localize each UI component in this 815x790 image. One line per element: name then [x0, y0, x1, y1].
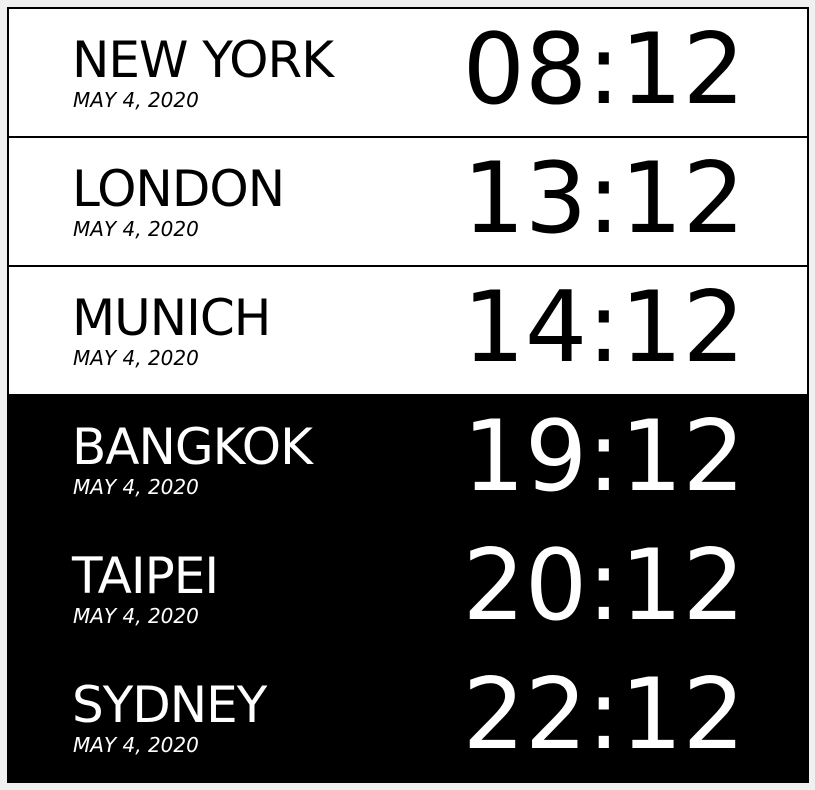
city-date: MAY 4, 2020	[73, 733, 199, 757]
city-time: 20:12	[462, 529, 745, 643]
city-date: MAY 4, 2020	[73, 88, 199, 112]
clock-row-munich: MUNICH MAY 4, 2020 14:12	[9, 267, 807, 396]
city-time: 08:12	[462, 13, 745, 127]
clock-row-london: LONDON MAY 4, 2020 13:12	[9, 138, 807, 267]
city-name: BANGKOK	[72, 418, 313, 476]
city-name: TAIPEI	[72, 547, 219, 605]
city-name: NEW YORK	[72, 31, 334, 89]
clock-row-bangkok: BANGKOK MAY 4, 2020 19:12	[9, 396, 807, 525]
city-date: MAY 4, 2020	[73, 604, 199, 628]
city-name: SYDNEY	[72, 676, 267, 734]
clock-row-taipei: TAIPEI MAY 4, 2020 20:12	[9, 525, 807, 654]
city-time: 19:12	[462, 400, 745, 514]
city-date: MAY 4, 2020	[73, 475, 199, 499]
clock-row-new-york: NEW YORK MAY 4, 2020 08:12	[9, 9, 807, 138]
city-time: 22:12	[462, 658, 745, 772]
city-date: MAY 4, 2020	[73, 217, 199, 241]
city-name: MUNICH	[72, 289, 271, 347]
clock-row-sydney: SYDNEY MAY 4, 2020 22:12	[9, 654, 807, 781]
city-time: 13:12	[462, 142, 745, 256]
city-time: 14:12	[462, 271, 745, 385]
world-clock-board: NEW YORK MAY 4, 2020 08:12 LONDON MAY 4,…	[7, 7, 809, 783]
city-date: MAY 4, 2020	[73, 346, 199, 370]
city-name: LONDON	[72, 160, 285, 218]
